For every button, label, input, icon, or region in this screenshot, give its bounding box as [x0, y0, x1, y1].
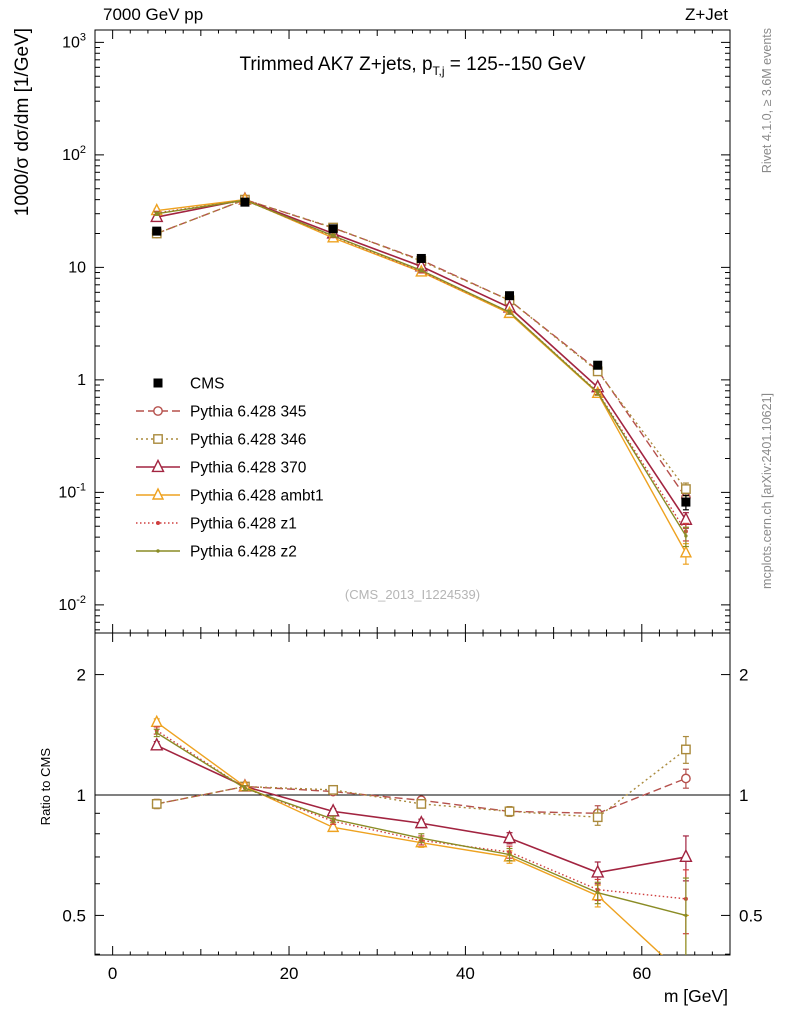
svg-text:10-2: 10-2 [58, 594, 86, 614]
svg-text:10-1: 10-1 [58, 481, 86, 501]
main-y-axis-label: 1000/σ dσ/dm [1/GeV] [12, 28, 33, 217]
svg-text:Pythia 6.428 345: Pythia 6.428 345 [190, 404, 306, 421]
svg-text:CMS: CMS [190, 376, 224, 393]
x-axis-label: m [GeV] [663, 986, 728, 1006]
title-subscript: T,j [432, 64, 445, 78]
title-pre: Trimmed AK7 Z+jets, p [239, 54, 433, 75]
title-post: = 125--150 GeV [444, 54, 586, 75]
process-label: Z+Jet [685, 5, 728, 24]
svg-text:10: 10 [68, 259, 86, 276]
beam-energy-label: 7000 GeV pp [103, 5, 204, 24]
plot-title: Trimmed AK7 Z+jets, pT,j = 125--150 GeV [95, 54, 730, 78]
svg-text:60: 60 [632, 964, 651, 983]
svg-text:1: 1 [77, 786, 86, 805]
svg-text:40: 40 [456, 964, 475, 983]
analysis-id-watermark: (CMS_2013_I1224539) [344, 587, 481, 602]
svg-text:102: 102 [62, 144, 86, 164]
svg-text:2: 2 [77, 666, 86, 685]
svg-text:20: 20 [280, 964, 299, 983]
svg-text:0.5: 0.5 [62, 906, 86, 925]
ratio-y-axis-label: Ratio to CMS [38, 748, 53, 826]
svg-text:103: 103 [62, 31, 86, 51]
svg-text:0.5: 0.5 [739, 906, 763, 925]
svg-text:Pythia 6.428 ambt1: Pythia 6.428 ambt1 [190, 488, 324, 505]
rivet-version-note: Rivet 4.1.0, ≥ 3.6M events [760, 28, 774, 174]
mcplots-citation-note: mcplots.cern.ch [arXiv:2401.10621] [760, 393, 774, 589]
svg-text:Pythia 6.428 346: Pythia 6.428 346 [190, 432, 306, 449]
svg-text:0: 0 [108, 964, 117, 983]
svg-text:1: 1 [77, 372, 86, 389]
svg-text:1: 1 [739, 786, 748, 805]
svg-text:Pythia 6.428 370: Pythia 6.428 370 [190, 460, 307, 477]
svg-text:Pythia 6.428 z2: Pythia 6.428 z2 [190, 544, 297, 561]
svg-text:2: 2 [739, 666, 748, 685]
svg-text:Pythia 6.428 z1: Pythia 6.428 z1 [190, 516, 297, 533]
